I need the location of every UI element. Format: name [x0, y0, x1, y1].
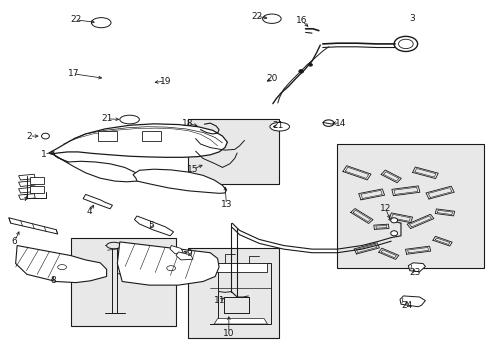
Ellipse shape — [308, 63, 312, 66]
Ellipse shape — [269, 122, 289, 131]
Text: 7: 7 — [22, 194, 28, 203]
Polygon shape — [133, 169, 226, 193]
Ellipse shape — [390, 218, 397, 223]
Polygon shape — [19, 194, 35, 199]
Text: 23: 23 — [408, 269, 420, 277]
Bar — [188, 119, 278, 184]
Text: 22: 22 — [250, 12, 262, 21]
Bar — [142, 131, 161, 141]
Polygon shape — [19, 187, 35, 193]
Text: 22: 22 — [70, 15, 81, 24]
Polygon shape — [19, 174, 35, 180]
Text: 24: 24 — [400, 302, 412, 310]
Polygon shape — [399, 296, 425, 307]
Bar — [98, 131, 117, 141]
Ellipse shape — [398, 39, 412, 49]
Ellipse shape — [390, 231, 397, 236]
Polygon shape — [19, 181, 35, 186]
Text: 15: 15 — [187, 165, 199, 174]
Text: 8: 8 — [50, 276, 56, 284]
Ellipse shape — [166, 266, 175, 271]
Text: 5: 5 — [148, 220, 154, 230]
Text: 11: 11 — [214, 296, 225, 305]
Polygon shape — [9, 218, 58, 234]
Bar — [30, 177, 44, 184]
Text: 16: 16 — [295, 16, 307, 25]
Polygon shape — [214, 319, 267, 324]
Bar — [71, 238, 176, 326]
Polygon shape — [16, 246, 106, 283]
Text: 13: 13 — [220, 200, 232, 209]
Ellipse shape — [106, 242, 121, 249]
Text: 6: 6 — [12, 237, 18, 246]
Text: 19: 19 — [159, 77, 171, 85]
Polygon shape — [51, 153, 139, 182]
Bar — [30, 186, 44, 193]
Text: 4: 4 — [86, 207, 92, 216]
Bar — [337, 144, 483, 268]
Ellipse shape — [298, 69, 303, 73]
Text: 18: 18 — [181, 118, 193, 127]
Text: 10: 10 — [223, 328, 234, 338]
Polygon shape — [49, 124, 227, 157]
Text: 20: 20 — [266, 74, 278, 83]
Ellipse shape — [91, 18, 111, 28]
Text: 21: 21 — [271, 122, 283, 130]
Text: 3: 3 — [408, 14, 414, 23]
Polygon shape — [210, 263, 271, 324]
Text: 1: 1 — [41, 150, 47, 158]
Text: 2: 2 — [26, 132, 32, 140]
Text: 14: 14 — [334, 118, 346, 127]
Polygon shape — [170, 246, 183, 254]
Text: 9: 9 — [186, 249, 192, 258]
Ellipse shape — [323, 120, 333, 126]
Ellipse shape — [393, 36, 417, 51]
Text: 21: 21 — [101, 114, 112, 123]
Polygon shape — [176, 252, 193, 260]
Polygon shape — [134, 216, 173, 236]
Ellipse shape — [120, 115, 139, 124]
Ellipse shape — [262, 14, 281, 23]
Ellipse shape — [41, 133, 49, 139]
Ellipse shape — [58, 265, 66, 270]
Polygon shape — [117, 242, 219, 285]
Bar — [188, 248, 278, 338]
Polygon shape — [215, 263, 266, 272]
Polygon shape — [407, 263, 425, 272]
Text: 17: 17 — [67, 69, 79, 78]
Polygon shape — [83, 194, 112, 209]
Ellipse shape — [143, 274, 151, 282]
Text: 12: 12 — [379, 204, 390, 212]
